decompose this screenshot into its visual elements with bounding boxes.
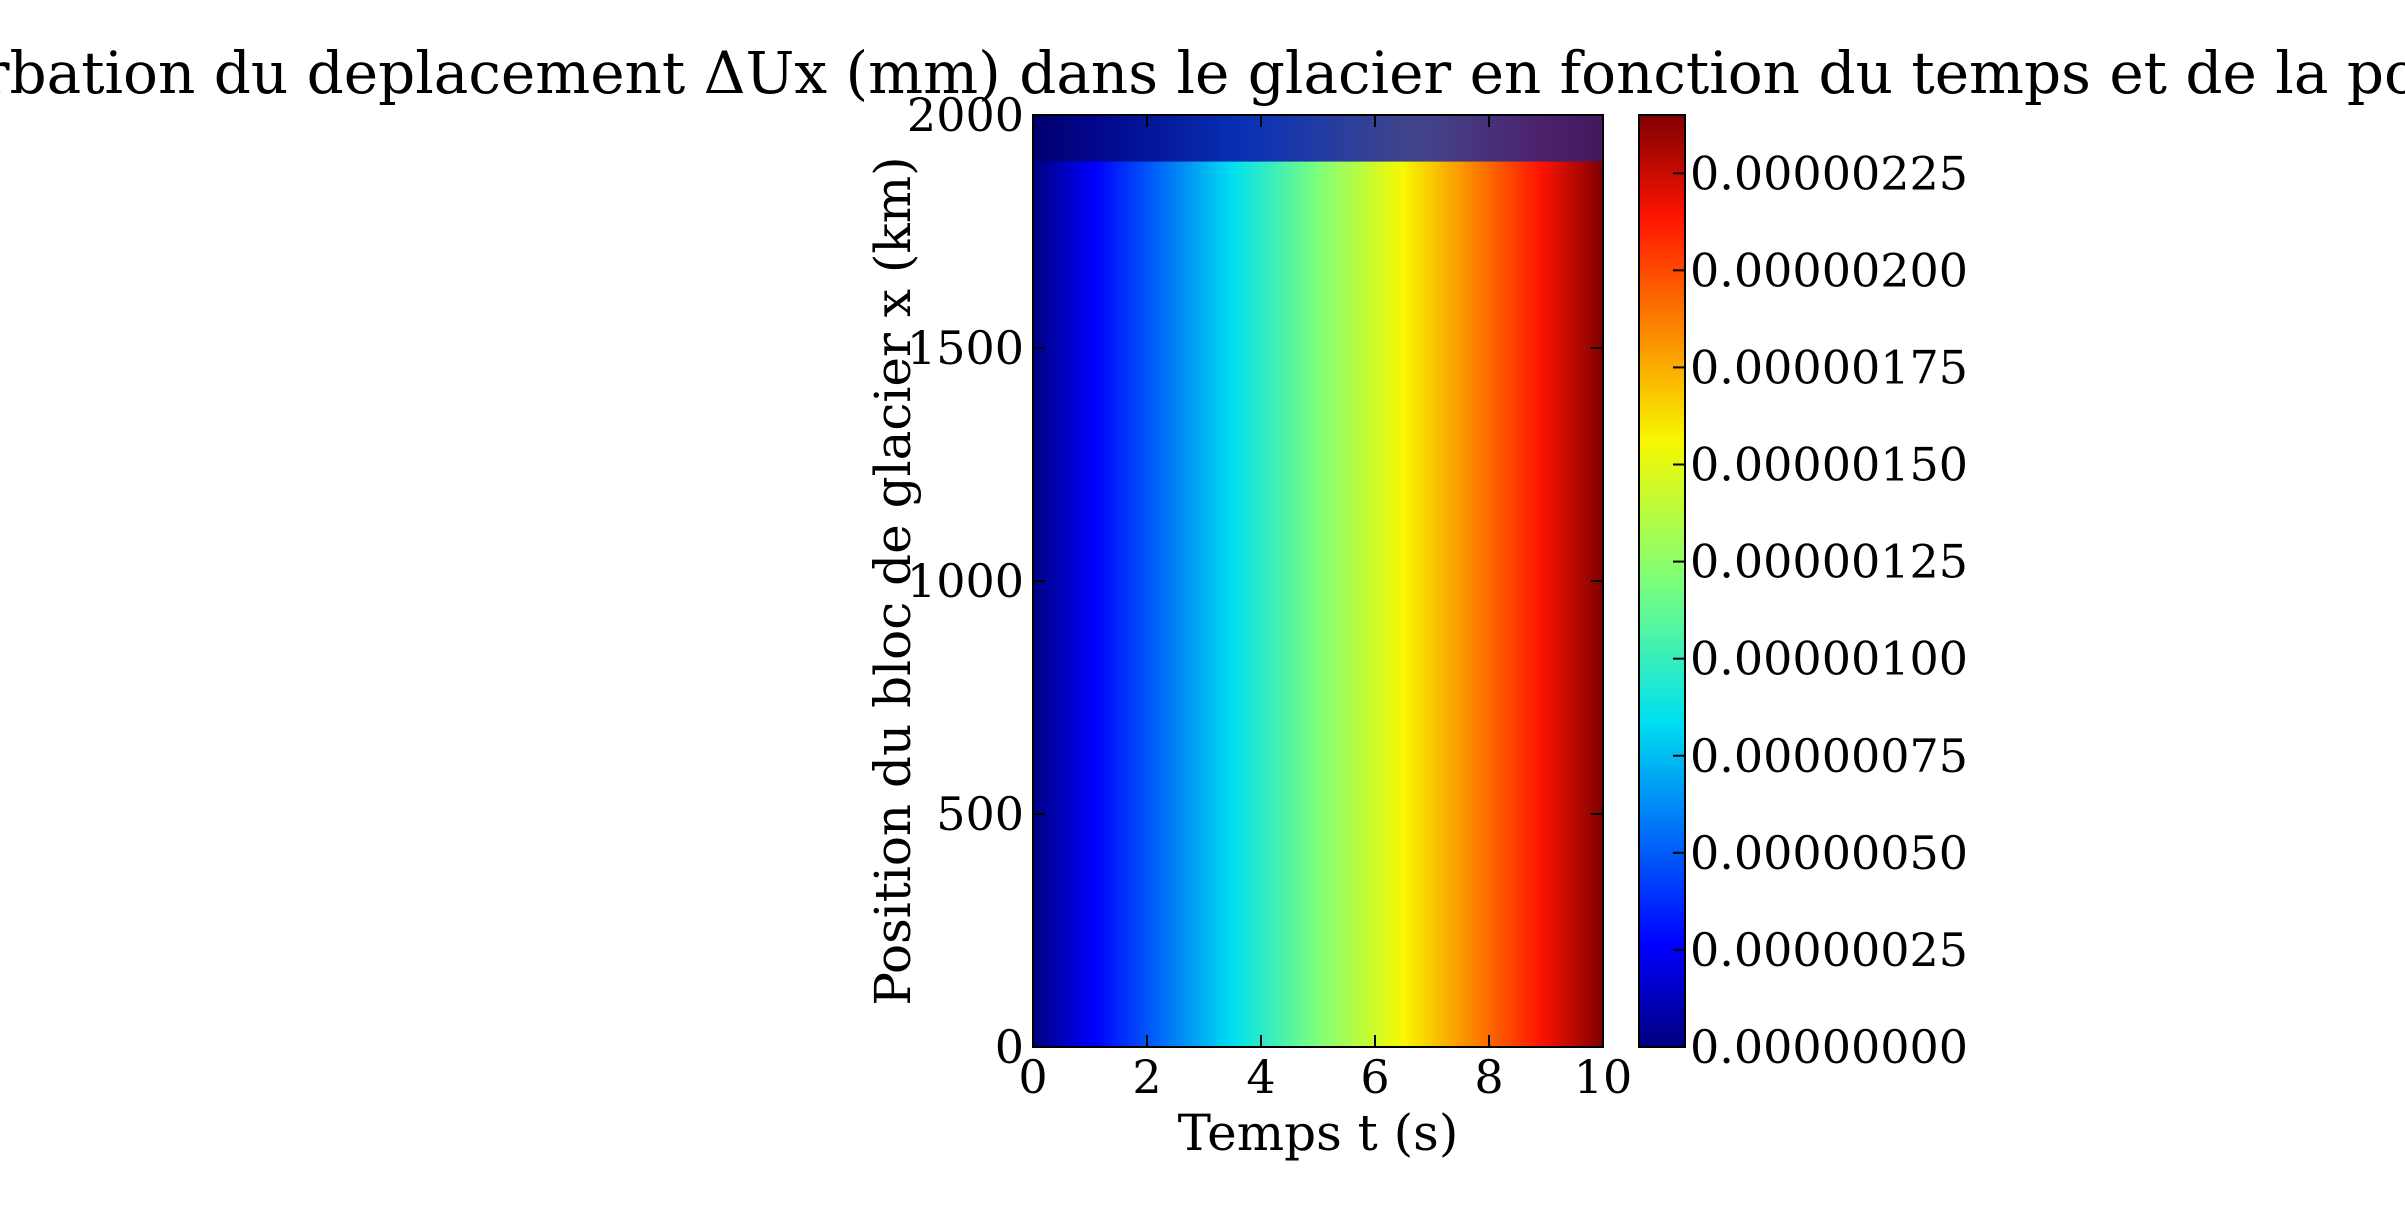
colorbar-tick-label: 0.00000200: [1690, 243, 1968, 297]
y-tick-label: 500: [936, 787, 1024, 841]
x-tick-label: 10: [1574, 1050, 1633, 1104]
colorbar-tick-label: 0.00000000: [1690, 1020, 1968, 1074]
x-tick-label: 6: [1360, 1050, 1389, 1104]
x-axis: 0 2 4 6 8 10: [1018, 115, 1632, 1104]
colorbar-tick-label: 0.00000150: [1690, 438, 1968, 492]
x-tick-label: 4: [1246, 1050, 1275, 1104]
y-tick-label: 0: [995, 1020, 1024, 1074]
colorbar-tick-label: 0.00000100: [1690, 632, 1968, 686]
colorbar-ticks: 0.00000000 0.00000025 0.00000050 0.00000075…: [1673, 146, 1968, 1074]
colorbar-tick-label: 0.00000050: [1690, 826, 1968, 880]
y-tick-label: 2000: [907, 88, 1024, 142]
x-axis-label: Temps t (s): [1178, 1104, 1459, 1162]
x-tick-label: 8: [1474, 1050, 1503, 1104]
colorbar: [1638, 114, 1686, 1048]
x-tick-label: 2: [1132, 1050, 1161, 1104]
y-axis-label: Position du bloc de glacier x (km): [864, 156, 922, 1005]
heatmap-top-band: [1033, 115, 1603, 162]
x-tick-label: 0: [1018, 1050, 1047, 1104]
heatmap: [1033, 115, 1603, 1047]
colorbar-tick-label: 0.00000225: [1690, 146, 1968, 200]
heatmap-field: [1033, 115, 1603, 1047]
colorbar-tick-label: 0.00000175: [1690, 340, 1968, 394]
chart-title: Perturbation du deplacement ΔUx (mm) dan…: [0, 39, 2405, 107]
colorbar-tick-label: 0.00000025: [1690, 923, 1968, 977]
colorbar-tick-label: 0.00000075: [1690, 729, 1968, 783]
y-tick-label: 1000: [907, 554, 1024, 608]
y-axis: 0 500 1000 1500 2000: [907, 88, 1603, 1074]
colorbar-tick-label: 0.00000125: [1690, 535, 1968, 589]
y-tick-label: 1500: [907, 321, 1024, 375]
